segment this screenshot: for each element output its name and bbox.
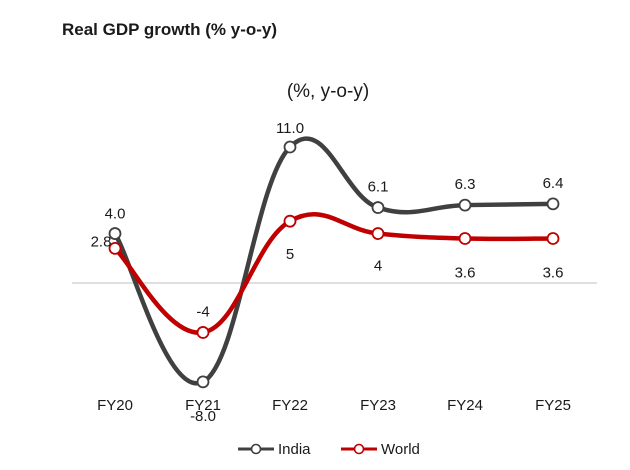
india-point-fy25 xyxy=(546,197,560,211)
india-point-fy23 xyxy=(371,201,385,214)
india-data-label: 11.0 xyxy=(276,120,304,137)
x-axis-ticks: FY20 FY21 FY22 FY23 FY24 FY25 xyxy=(97,397,571,414)
india-data-label: 4.0 xyxy=(105,206,126,223)
india-point-fy21 xyxy=(196,375,210,389)
legend: India World xyxy=(238,441,420,458)
india-legend-marker xyxy=(250,443,262,455)
india-legend-label: India xyxy=(278,441,311,458)
world-point-fy24 xyxy=(458,232,472,245)
world-data-label: -4 xyxy=(196,303,209,320)
india-point-fy20 xyxy=(108,227,122,240)
world-legend-marker xyxy=(353,443,365,455)
india-point-fy24 xyxy=(458,198,472,212)
world-point-fy23 xyxy=(371,227,385,240)
x-tick-label: FY23 xyxy=(360,397,396,414)
series-layer xyxy=(108,136,560,389)
india-series-line xyxy=(112,136,556,386)
chart-subtitle: (%, y-o-y) xyxy=(287,81,369,102)
world-data-label: 5 xyxy=(286,246,294,263)
india-data-label: 6.3 xyxy=(455,176,476,193)
x-tick-label: FY22 xyxy=(272,397,308,414)
india-point-fy22 xyxy=(283,140,297,154)
world-data-label: 3.6 xyxy=(543,264,564,281)
india-data-label: 6.1 xyxy=(368,179,389,196)
world-point-fy22 xyxy=(283,214,297,228)
india-data-label: -8.0 xyxy=(190,408,216,425)
data-label-layer: 4.0 -8.0 11.0 6.1 6.3 6.4 2.8 -4 5 4 3.6 3.6 xyxy=(91,120,564,425)
x-tick-label: FY21 xyxy=(185,397,221,414)
world-point-fy25 xyxy=(546,232,560,245)
world-series-line xyxy=(112,212,556,335)
x-tick-label: FY20 xyxy=(97,397,133,414)
page-title: Real GDP growth (% y-o-y) xyxy=(62,20,278,39)
world-point-fy20 xyxy=(108,241,122,255)
world-data-label: 2.8 xyxy=(91,233,112,250)
world-data-label: 3.6 xyxy=(455,264,476,281)
world-legend-label: World xyxy=(381,441,420,458)
india-data-label: 6.4 xyxy=(543,175,564,192)
world-data-label: 4 xyxy=(374,258,382,275)
x-tick-label: FY24 xyxy=(447,397,483,414)
world-point-fy21 xyxy=(196,326,210,339)
x-tick-label: FY25 xyxy=(535,397,571,414)
